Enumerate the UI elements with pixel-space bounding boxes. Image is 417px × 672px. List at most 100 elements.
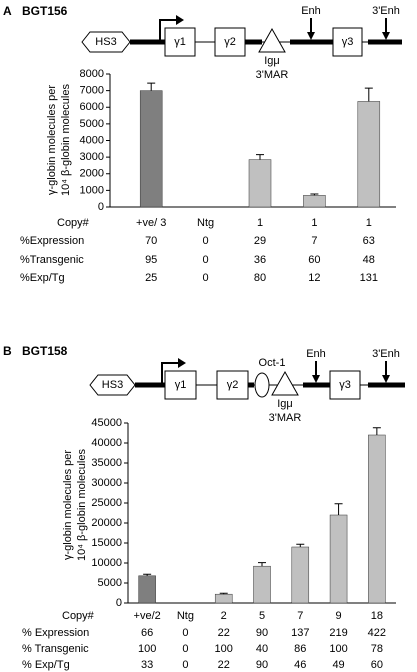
error-bar — [372, 427, 381, 435]
row-value: 22 — [218, 627, 230, 639]
y-tick-label: 40000 — [91, 437, 122, 449]
row-value: 48 — [363, 254, 375, 266]
row-value: 7 — [311, 235, 317, 247]
row-value: 86 — [294, 643, 306, 655]
panel-title: BGT158 — [22, 344, 68, 358]
row-value: 22 — [218, 659, 230, 671]
row-value: 100 — [329, 643, 347, 655]
y-axis-label: 10⁴ β-globin molecules — [60, 84, 72, 196]
category-label: 2 — [221, 610, 227, 622]
y-tick-label: 15000 — [91, 537, 122, 549]
bar — [357, 101, 381, 208]
row-value: 100 — [215, 643, 233, 655]
category-label: 9 — [336, 610, 342, 622]
row-value: 36 — [254, 254, 266, 266]
promoter-head — [176, 15, 184, 25]
enhancer-head — [307, 32, 315, 40]
row-label: % Expression — [22, 627, 89, 639]
element-sub-label: 3'MAR — [269, 412, 302, 424]
promoter-head — [178, 358, 186, 368]
gene-label: γ2 — [224, 36, 236, 48]
gene-box — [329, 370, 361, 400]
row-value: 49 — [332, 659, 344, 671]
bar — [253, 565, 271, 604]
mar-triangle — [258, 27, 286, 53]
promoter-arrow — [159, 19, 178, 42]
row-value: 25 — [145, 272, 157, 284]
hs-site — [81, 31, 131, 53]
y-tick-label: 45000 — [91, 417, 122, 429]
gene-label: γ3 — [339, 379, 351, 391]
row-value: 137 — [291, 627, 309, 639]
error-bar — [258, 562, 266, 567]
row-value: 219 — [329, 627, 347, 639]
row-value: 90 — [256, 659, 268, 671]
y-axis-label: γ-globin molecules per — [46, 85, 58, 195]
error-bar — [334, 503, 343, 515]
gene-box — [332, 27, 363, 57]
row-value: 0 — [203, 235, 209, 247]
y-tick-label: 35000 — [91, 457, 122, 469]
promoter-arrow — [161, 362, 180, 385]
row-value: 80 — [254, 272, 266, 284]
bar — [138, 575, 156, 604]
category-label: 7 — [297, 610, 303, 622]
row-value: 66 — [141, 627, 153, 639]
category-label: Ntg — [177, 610, 194, 622]
row-header: Copy# — [62, 610, 95, 622]
bar — [214, 593, 233, 604]
y-tick-label: 20000 — [91, 517, 122, 529]
gene-label: γ1 — [174, 36, 186, 48]
row-value: 0 — [182, 643, 188, 655]
oct-label: Oct-1 — [259, 357, 286, 369]
row-value: 0 — [203, 272, 209, 284]
element-label: Igμ — [277, 398, 293, 410]
error-bar — [143, 573, 152, 576]
row-value: 70 — [145, 235, 157, 247]
y-tick-label: 1000 — [80, 184, 104, 196]
gene-label: γ1 — [175, 379, 187, 391]
enhancer-label: Enh — [301, 5, 321, 17]
enhancer-head — [382, 375, 390, 383]
y-tick-label: 7000 — [80, 85, 104, 97]
y-axis-label: 10⁴ β-globin molecules — [76, 449, 88, 561]
error-bar — [256, 154, 264, 160]
mar-triangle — [271, 370, 299, 396]
bar — [303, 195, 326, 208]
row-value: 0 — [182, 659, 188, 671]
gene-box — [214, 27, 246, 57]
gene-box — [164, 27, 196, 57]
row-label: % Exp/Tg — [22, 659, 70, 671]
bar — [368, 434, 386, 604]
y-axis-label: γ-globin molecules per — [62, 450, 74, 560]
y-tick-label: 5000 — [80, 118, 104, 130]
row-value: 0 — [203, 254, 209, 266]
enhancer-head — [312, 375, 320, 383]
category-label: 1 — [257, 217, 263, 229]
y-tick-label: 25000 — [91, 497, 122, 509]
row-value: 63 — [363, 235, 375, 247]
row-value: 12 — [308, 272, 320, 284]
gene-box — [216, 370, 249, 400]
row-value: 60 — [371, 659, 383, 671]
error-bar — [147, 82, 156, 91]
row-value: 90 — [256, 627, 268, 639]
row-value: 40 — [256, 643, 268, 655]
panel-label: B — [3, 344, 12, 358]
hs-label: HS3 — [95, 36, 116, 48]
bar — [248, 159, 272, 208]
category-label: +ve/ 3 — [136, 217, 166, 229]
row-value: 29 — [254, 235, 266, 247]
y-tick-label: 6000 — [80, 101, 104, 113]
row-value: 46 — [294, 659, 306, 671]
error-bar — [296, 543, 305, 547]
row-value: 131 — [360, 272, 378, 284]
row-label: % Transgenic — [22, 643, 89, 655]
enhancer-label: 3'Enh — [372, 348, 400, 360]
enhancer-label: Enh — [306, 348, 326, 360]
row-label: %Exp/Tg — [20, 272, 65, 284]
gene-box — [164, 370, 197, 400]
category-label: 18 — [371, 610, 383, 622]
y-tick-label: 8000 — [80, 68, 104, 80]
row-value: 60 — [308, 254, 320, 266]
